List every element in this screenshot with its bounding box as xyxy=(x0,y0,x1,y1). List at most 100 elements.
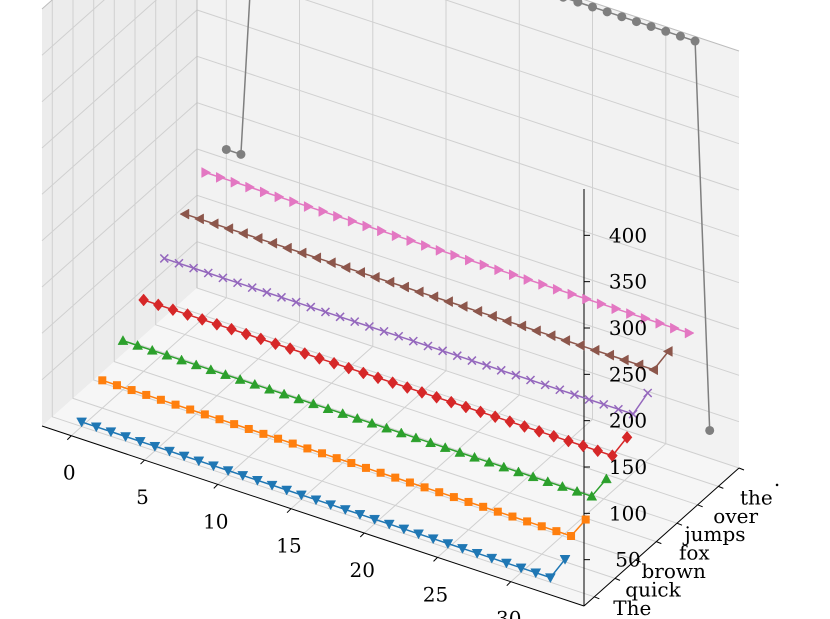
data-point xyxy=(322,403,334,413)
data-point xyxy=(410,432,422,443)
data-point-stroke xyxy=(276,292,287,302)
series-line xyxy=(81,421,566,579)
data-point xyxy=(582,293,593,305)
data-point xyxy=(537,522,546,531)
x-axis-line xyxy=(41,425,585,607)
data-point xyxy=(220,369,231,379)
data-point xyxy=(511,370,521,380)
y-tick-mark xyxy=(614,577,621,581)
data-point xyxy=(452,351,462,361)
data-point-stroke xyxy=(203,268,213,278)
data-point xyxy=(293,393,305,404)
data-point-stroke xyxy=(306,302,316,312)
data-point-stroke xyxy=(628,409,638,419)
data-point xyxy=(174,258,184,268)
data-point xyxy=(542,476,554,486)
series-jumps xyxy=(159,253,653,419)
data-point xyxy=(401,381,413,394)
chart-panes xyxy=(42,0,739,606)
data-point xyxy=(149,441,161,452)
data-point xyxy=(278,388,290,399)
data-point xyxy=(662,346,673,357)
data-point xyxy=(296,247,307,259)
chart-tick-labels: 0 5 10 15 20 25 30 Thequickbrownfoxjumpsoverthe… xyxy=(63,223,780,619)
data-point xyxy=(515,563,527,574)
data-point xyxy=(567,532,576,541)
data-point xyxy=(469,451,480,462)
data-point xyxy=(552,527,561,536)
data-point xyxy=(190,359,202,370)
series-quick xyxy=(98,376,590,541)
data-point xyxy=(320,307,330,317)
data-point xyxy=(337,408,349,418)
x-tick-label: 10 xyxy=(203,509,228,533)
data-point xyxy=(267,237,278,249)
data-point xyxy=(142,390,151,399)
data-point xyxy=(498,461,510,472)
data-point xyxy=(588,2,598,12)
data-point xyxy=(501,558,512,569)
data-point xyxy=(211,317,223,331)
data-point xyxy=(274,434,283,443)
data-point xyxy=(247,283,257,293)
data-point xyxy=(203,268,213,278)
x-tick-label: 5 xyxy=(136,485,149,509)
data-point xyxy=(586,490,598,501)
data-point xyxy=(556,481,568,491)
data-point xyxy=(318,205,329,217)
data-point xyxy=(581,515,590,524)
data-point xyxy=(205,364,217,375)
z-tick-label: 200 xyxy=(609,409,647,433)
data-point xyxy=(443,296,453,308)
y-tick-label: . xyxy=(774,467,780,491)
data-point xyxy=(376,468,385,477)
data-point xyxy=(602,7,612,17)
data-point xyxy=(377,225,387,237)
data-point xyxy=(600,473,612,484)
data-point xyxy=(178,451,190,462)
data-point xyxy=(284,342,296,356)
data-point xyxy=(457,301,468,312)
data-point xyxy=(381,422,393,433)
data-point-stroke xyxy=(218,273,228,283)
data-point xyxy=(423,341,433,351)
data-point xyxy=(471,548,483,559)
series-line xyxy=(143,299,628,457)
data-point-stroke xyxy=(540,380,550,390)
data-point xyxy=(281,485,293,496)
data-point xyxy=(523,517,532,526)
series-line xyxy=(164,257,649,415)
data-point xyxy=(643,388,653,398)
data-point xyxy=(307,398,319,409)
z-tick-label: 50 xyxy=(615,548,640,572)
data-point xyxy=(289,196,300,208)
data-point xyxy=(544,573,556,584)
data-point xyxy=(350,317,360,327)
left-pane xyxy=(42,0,197,426)
data-point-stroke xyxy=(511,370,521,380)
y-tick-mark xyxy=(656,541,662,545)
data-point xyxy=(479,259,490,271)
y-tick-label: brown xyxy=(641,559,706,583)
data-point xyxy=(540,380,550,390)
data-point xyxy=(504,415,516,428)
data-point xyxy=(530,568,542,579)
data-point xyxy=(438,346,448,356)
data-point xyxy=(589,344,600,356)
data-point-stroke xyxy=(350,317,360,327)
data-point-stroke xyxy=(408,336,418,346)
data-point xyxy=(364,321,374,332)
data-point xyxy=(584,394,594,405)
y-tick-label: The xyxy=(613,596,651,619)
data-point xyxy=(450,249,461,261)
y-tick-label: over xyxy=(713,504,758,528)
data-point-stroke xyxy=(555,385,565,395)
data-point xyxy=(237,471,249,481)
data-point xyxy=(112,381,121,390)
data-point xyxy=(362,220,373,232)
data-point xyxy=(251,476,263,486)
data-point xyxy=(508,512,517,521)
data-point xyxy=(372,371,384,385)
data-point xyxy=(675,31,685,41)
data-point xyxy=(538,278,549,290)
